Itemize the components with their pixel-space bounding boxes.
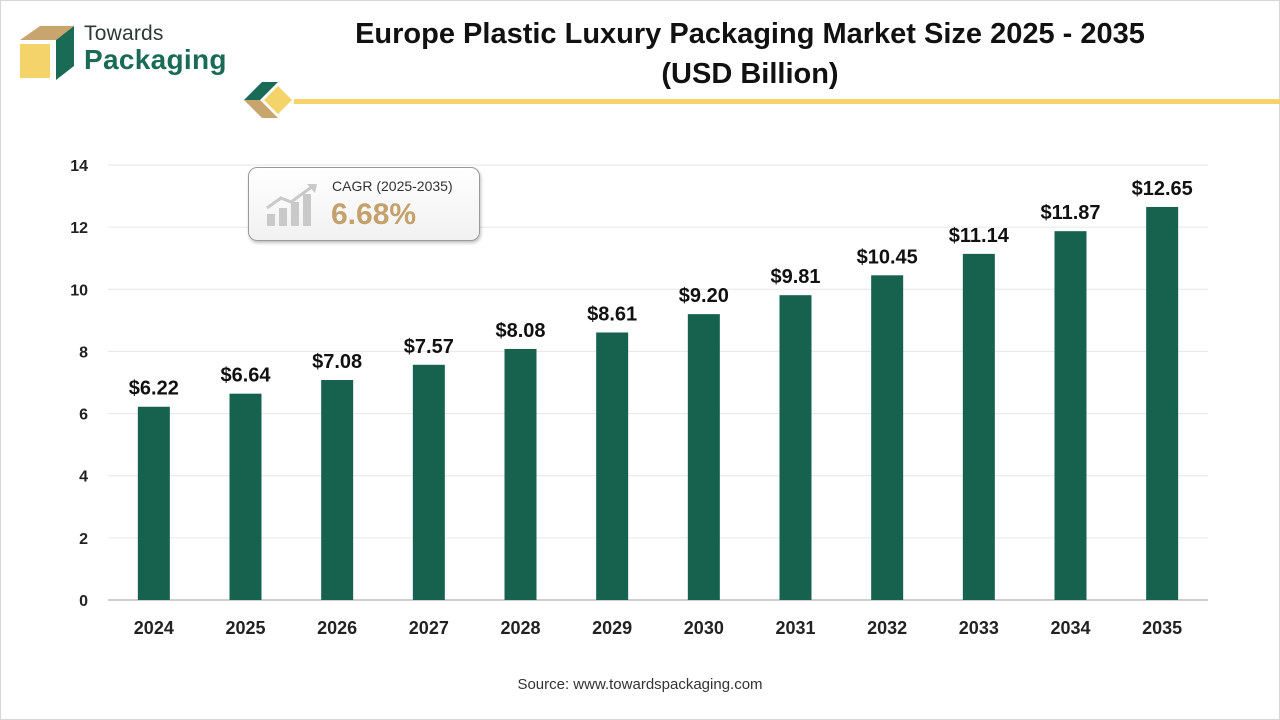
x-tick-label: 2033 [959,618,999,638]
x-tick-label: 2034 [1050,618,1090,638]
x-tick-label: 2027 [409,618,449,638]
bar [229,393,262,600]
data-label: $9.81 [770,266,820,288]
y-tick-label: 12 [70,220,88,237]
bar [871,275,904,600]
cagr-value: 6.68% [331,198,417,231]
brand-name-line2: Packaging [84,44,227,75]
bar [1054,231,1087,601]
data-label: $8.61 [587,303,637,325]
x-tick-label: 2030 [684,618,724,638]
box-logo-icon [20,26,74,80]
title-accent-line [294,99,1280,104]
data-label: $8.08 [495,320,545,342]
y-tick-label: 8 [79,344,88,361]
x-tick-label: 2035 [1142,618,1182,638]
data-label: $9.20 [679,285,729,307]
chart-title-line1: Europe Plastic Luxury Packaging Market S… [355,18,1145,50]
bar [504,348,537,600]
bar [412,364,445,600]
x-tick-label: 2031 [775,618,815,638]
source-note: Source: www.towardspackaging.com [517,676,763,693]
data-label: $11.87 [1040,202,1100,224]
cagr-callout: CAGR (2025-2035) 6.68% [248,167,480,241]
brand-name-line1: Towards [84,22,164,45]
x-tick-label: 2032 [867,618,907,638]
cagr-label: CAGR (2025-2035) [332,178,453,194]
growth-chart-icon [266,184,317,226]
y-tick-label: 2 [79,531,88,548]
accent-diamond-icon [244,82,292,118]
data-label: $6.64 [220,365,271,387]
bar [321,380,354,600]
data-label: $6.22 [129,378,179,400]
x-tick-label: 2025 [225,618,265,638]
x-tick-label: 2024 [134,618,174,638]
y-tick-label: 0 [79,593,88,610]
x-tick-label: 2029 [592,618,632,638]
chart-title: Europe Plastic Luxury Packaging Market S… [280,14,1220,94]
bar [779,295,812,600]
y-tick-label: 10 [70,282,88,299]
data-label: $7.57 [404,336,454,358]
bar [137,406,170,600]
bar [687,314,720,600]
data-label: $11.14 [949,225,1010,247]
x-tick-label: 2026 [317,618,357,638]
data-label: $10.45 [857,246,918,268]
bar [1146,206,1179,601]
bar [596,332,629,600]
brand-logo: Towards Packaging [18,22,248,82]
chart-title-line2: (USD Billion) [661,58,839,90]
x-tick-label: 2028 [500,618,540,638]
y-tick-label: 14 [70,158,88,175]
y-tick-label: 4 [79,469,88,486]
data-label: $7.08 [312,351,362,373]
y-tick-label: 6 [79,407,88,424]
bar [962,253,995,600]
data-label: $12.65 [1132,178,1193,200]
